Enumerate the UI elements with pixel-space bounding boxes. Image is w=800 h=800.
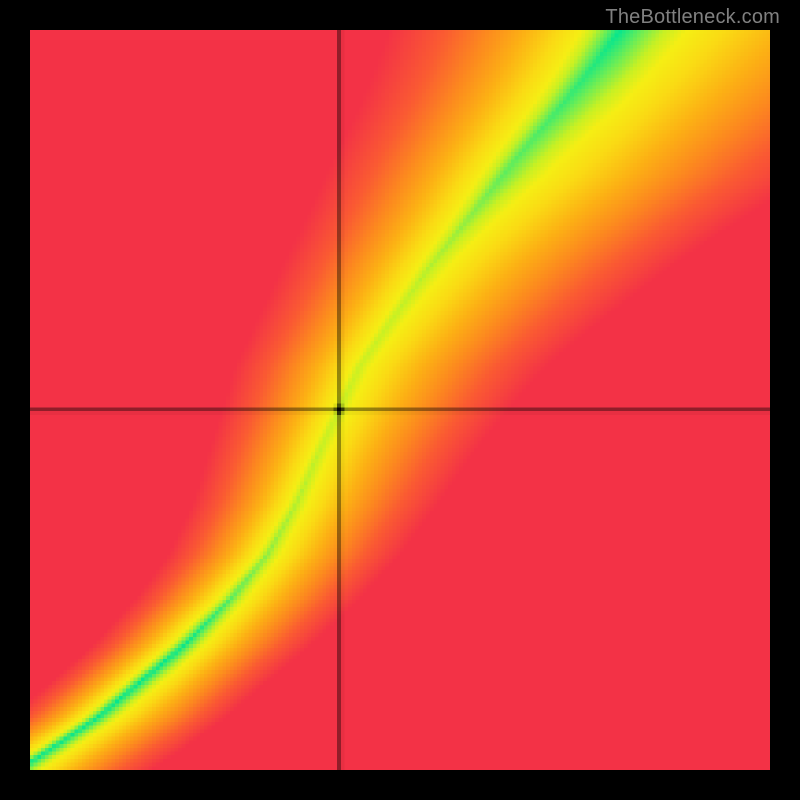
heatmap-plot	[30, 30, 770, 770]
chart-frame: TheBottleneck.com	[0, 0, 800, 800]
heatmap-canvas	[30, 30, 770, 770]
watermark-label: TheBottleneck.com	[605, 6, 780, 29]
